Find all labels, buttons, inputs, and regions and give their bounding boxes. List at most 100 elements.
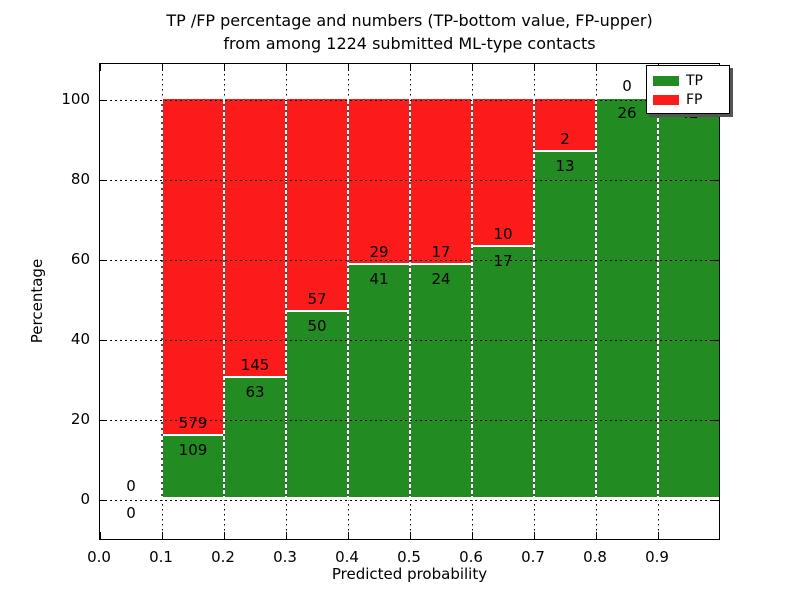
y-tick-mark <box>712 500 719 501</box>
y-tick-mark <box>712 420 719 421</box>
x-tick-mark <box>348 64 349 71</box>
fp-count-label: 145 <box>240 355 270 374</box>
y-tick-label: 40 <box>70 330 90 348</box>
fp-count-label: 17 <box>431 242 451 261</box>
tp-bar-segment <box>534 151 596 498</box>
tp-bar-segment <box>658 98 719 498</box>
bar-edge-dashes <box>533 100 535 500</box>
fp-count-label: 29 <box>369 242 389 261</box>
tp-bar-segment <box>472 246 534 498</box>
y-tick-label: 100 <box>61 90 90 108</box>
fp-count-label: 0 <box>622 77 632 95</box>
y-tick-label: 20 <box>70 410 90 428</box>
tp-count-label: 50 <box>307 317 327 336</box>
tp-count-label: 17 <box>493 252 513 271</box>
x-tick-label: 0.2 <box>211 548 235 566</box>
bar-edge-dashes <box>223 100 225 500</box>
tp-count-label: 26 <box>617 104 637 122</box>
x-tick-mark <box>100 532 101 539</box>
fp-bar-segment <box>224 98 286 377</box>
tp-count-label: 41 <box>369 269 389 288</box>
fp-count-label: 0 <box>126 477 136 495</box>
bar-edge-dashes <box>285 100 287 500</box>
y-tick-mark <box>100 180 107 181</box>
y-tick-mark <box>712 340 719 341</box>
bar-edge-dashes <box>657 100 659 500</box>
legend-item-fp: FP <box>653 90 723 109</box>
bar-edge-dashes <box>595 100 597 500</box>
tp-bar-segment <box>162 434 224 498</box>
legend: TP FP <box>646 65 730 114</box>
x-tick-label: 0.1 <box>149 548 173 566</box>
tp-count-label: 63 <box>245 382 265 401</box>
h-gridline <box>100 420 719 421</box>
y-tick-mark <box>100 260 107 261</box>
x-tick-mark <box>596 64 597 71</box>
x-tick-mark <box>472 64 473 71</box>
tp-bar-segment <box>410 263 472 498</box>
y-tick-label: 80 <box>70 170 90 188</box>
fp-count-label: 2 <box>560 130 570 149</box>
x-tick-label: 0.4 <box>335 548 359 566</box>
x-tick-mark <box>534 532 535 539</box>
h-gridline <box>100 180 719 181</box>
x-tick-mark <box>162 64 163 71</box>
x-tick-mark <box>162 532 163 539</box>
y-tick-mark <box>712 180 719 181</box>
x-tick-label: 0.9 <box>645 548 669 566</box>
x-tick-mark <box>410 532 411 539</box>
y-tick-mark <box>712 260 719 261</box>
tp-count-label: 13 <box>555 157 575 176</box>
bar-edge-dashes <box>161 100 163 500</box>
h-gridline <box>100 260 719 261</box>
x-tick-mark <box>596 532 597 539</box>
tp-count-label: 24 <box>431 269 451 288</box>
x-tick-mark <box>410 64 411 71</box>
legend-label-tp: TP <box>686 72 703 89</box>
y-tick-label: 0 <box>80 490 90 508</box>
y-tick-mark <box>100 100 107 101</box>
x-tick-mark <box>472 532 473 539</box>
bar-edge-dashes <box>347 100 349 500</box>
legend-item-tp: TP <box>653 71 723 90</box>
bar-edge-dashes <box>409 100 411 500</box>
tp-bar-segment <box>596 98 658 498</box>
x-tick-mark <box>658 532 659 539</box>
fp-swatch-icon <box>653 94 679 105</box>
fp-count-label: 10 <box>493 225 513 244</box>
tp-count-label: 109 <box>178 440 208 459</box>
x-tick-mark <box>348 532 349 539</box>
x-tick-label: 0.0 <box>87 548 111 566</box>
h-gridline <box>100 500 719 501</box>
fp-bar-segment <box>534 98 596 152</box>
x-tick-mark <box>100 64 101 71</box>
h-gridline <box>100 340 719 341</box>
fp-bar-segment <box>162 98 224 435</box>
x-tick-label: 0.7 <box>521 548 545 566</box>
x-tick-mark <box>224 64 225 71</box>
tp-bar-segment <box>224 376 286 498</box>
x-tick-mark <box>286 64 287 71</box>
y-axis-label: Percentage <box>28 258 46 344</box>
x-tick-label: 0.6 <box>459 548 483 566</box>
fp-count-label: 57 <box>307 290 327 309</box>
x-tick-mark <box>286 532 287 539</box>
y-tick-mark <box>100 420 107 421</box>
x-tick-label: 0.8 <box>583 548 607 566</box>
chart-title-line2: from among 1224 submitted ML-type contac… <box>223 34 596 53</box>
x-tick-label: 0.5 <box>397 548 421 566</box>
tp-swatch-icon <box>653 75 679 86</box>
plot-area: 00579109145635750294117241017213026042 <box>99 63 720 540</box>
chart-title: TP /FP percentage and numbers (TP-bottom… <box>99 9 720 55</box>
x-tick-mark <box>224 532 225 539</box>
y-tick-label: 60 <box>70 250 90 268</box>
y-tick-mark <box>100 500 107 501</box>
h-gridline <box>100 100 719 101</box>
tp-bar-segment <box>348 263 410 498</box>
x-tick-mark <box>534 64 535 71</box>
y-tick-mark <box>100 340 107 341</box>
tp-count-label: 0 <box>126 504 136 522</box>
x-tick-label: 0.3 <box>273 548 297 566</box>
bar-edge-dashes <box>471 100 473 500</box>
